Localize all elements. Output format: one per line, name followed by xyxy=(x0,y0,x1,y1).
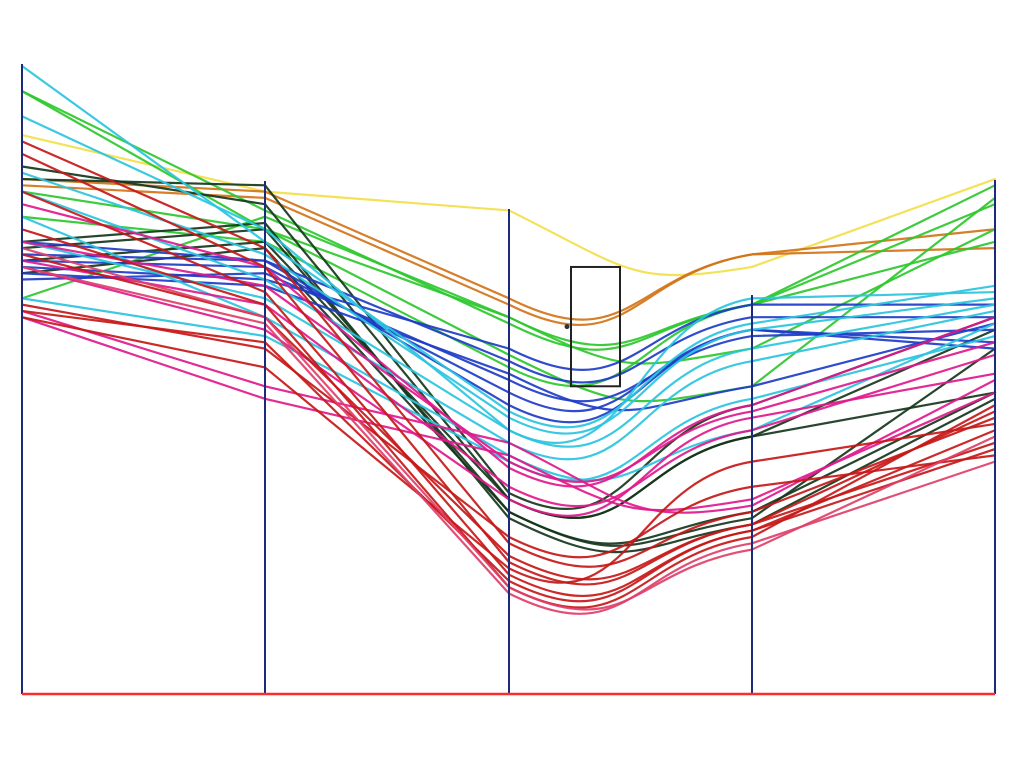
axes-layer xyxy=(21,64,996,696)
series-line-34 xyxy=(20,140,997,568)
series-line-31 xyxy=(20,265,997,517)
series-line-23 xyxy=(20,171,997,435)
series-line-17 xyxy=(20,272,997,403)
series-line-29 xyxy=(20,240,997,483)
brush-rectangle[interactable] xyxy=(570,265,621,388)
polylines-layer xyxy=(20,64,997,615)
series-line-39 xyxy=(20,309,997,603)
series-line-38 xyxy=(20,253,997,581)
series-line-16 xyxy=(20,253,997,384)
series-line-41 xyxy=(20,303,997,559)
series-line-20 xyxy=(20,272,997,412)
series-line-3 xyxy=(20,184,997,326)
series-line-15 xyxy=(20,265,997,371)
series-line-24 xyxy=(20,190,997,448)
series-line-25 xyxy=(20,240,997,461)
series-line-1 xyxy=(20,133,997,277)
series-line-43 xyxy=(20,265,997,615)
series-line-40 xyxy=(20,316,997,584)
brush-layer xyxy=(564,265,621,388)
series-line-33 xyxy=(20,316,997,512)
series-line-6 xyxy=(20,90,997,365)
series-line-32 xyxy=(20,309,997,514)
brush-handle[interactable] xyxy=(564,324,570,330)
